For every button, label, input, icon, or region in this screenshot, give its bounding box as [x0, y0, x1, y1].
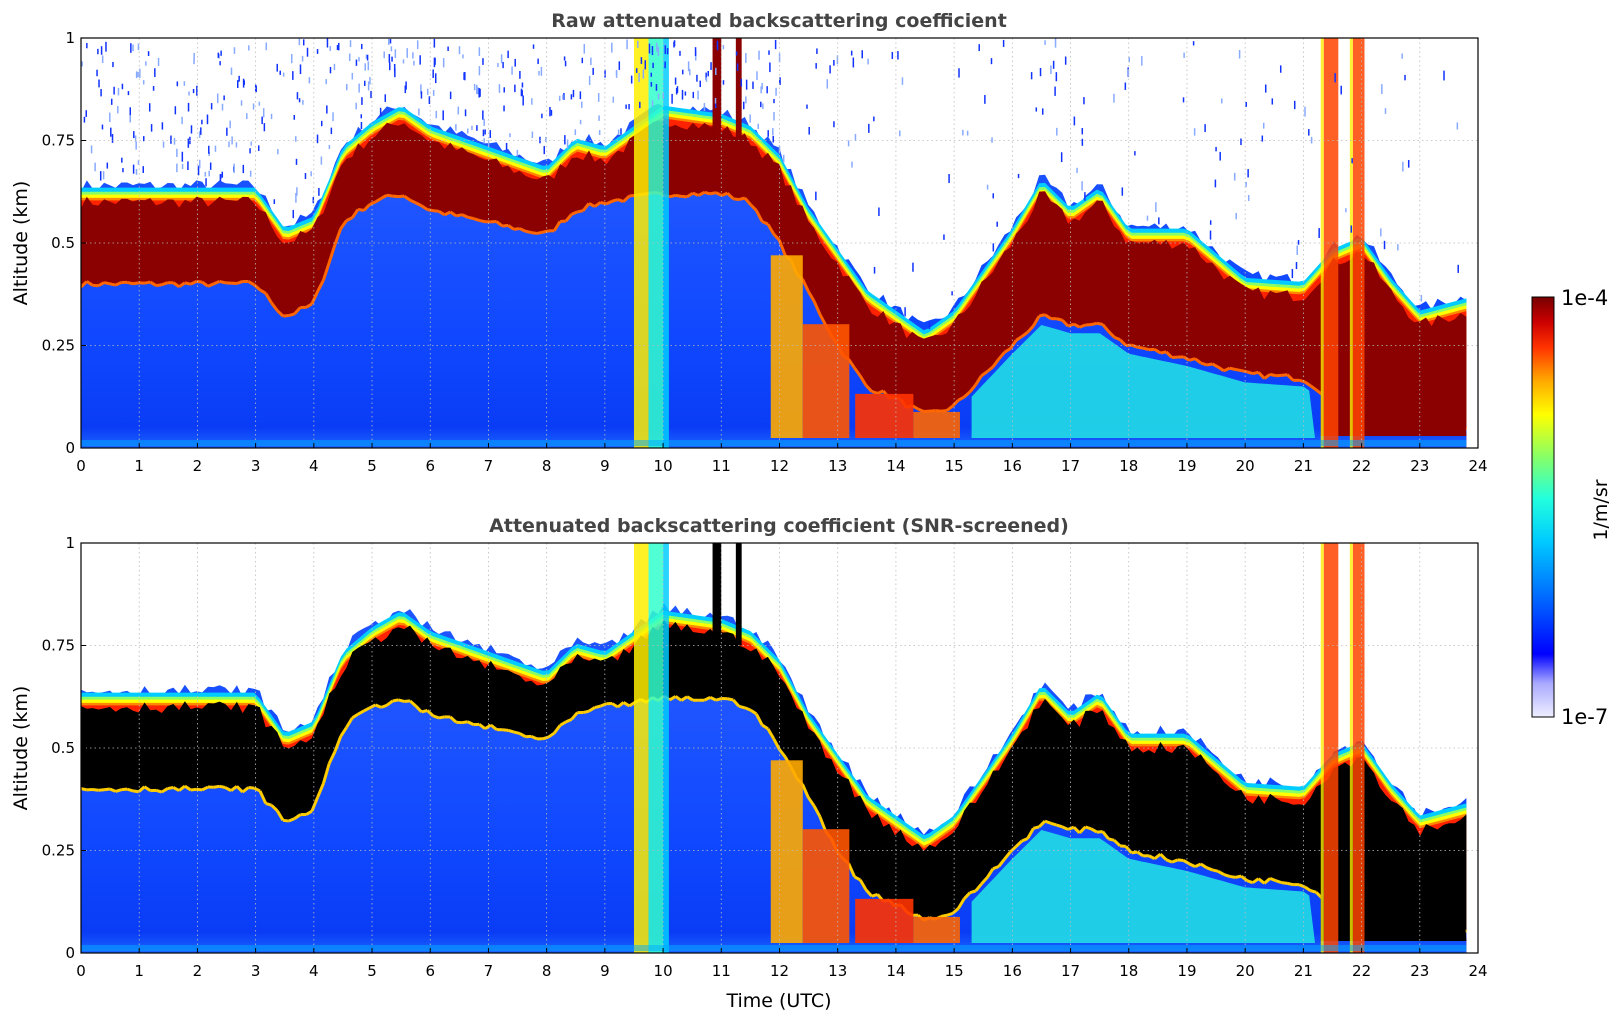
cloud-plume [663, 543, 669, 953]
aerosol-layer-core [81, 619, 1467, 939]
x-tick-label: 1 [134, 457, 144, 475]
x-tick-label: 19 [1177, 962, 1196, 980]
raw-heatmap-field [81, 38, 1478, 448]
colorbar-max-label: 1e-4 [1561, 286, 1608, 310]
screened-y-ticks: 0 0.25 0.5 0.75 1 [42, 534, 86, 962]
screened-backscatter-panel: Attenuated backscattering coefficient (S… [10, 515, 1488, 1012]
x-tick-label: 13 [828, 457, 847, 475]
colorbar: 1e-4 1e-7 1/m/sr [1531, 286, 1612, 729]
y-tick-label: 0.25 [42, 337, 75, 355]
colorbar-unit-label: 1/m/sr [1590, 479, 1612, 540]
raw-panel-title: Raw attenuated backscattering coefficien… [551, 10, 1007, 32]
cloud-plume [1352, 543, 1365, 953]
x-tick-label: 2 [193, 962, 203, 980]
x-tick-label: 5 [367, 457, 377, 475]
cloud-plume [1352, 38, 1365, 448]
boundary-layer-dome [971, 325, 1316, 438]
x-tick-label: 24 [1468, 457, 1487, 475]
raw-y-ticks: 0 0.25 0.5 0.75 1 [42, 29, 86, 457]
x-tick-label: 17 [1061, 457, 1080, 475]
x-axis-label: Time (UTC) [725, 990, 831, 1012]
x-tick-label: 20 [1236, 457, 1255, 475]
boundary-layer-dome [971, 830, 1316, 943]
colorbar-min-label: 1e-7 [1561, 705, 1608, 729]
x-tick-label: 14 [886, 962, 905, 980]
y-tick-label: 0.75 [42, 637, 75, 655]
x-tick-label: 3 [251, 457, 261, 475]
x-tick-label: 9 [600, 457, 610, 475]
y-tick-label: 1 [65, 534, 75, 552]
x-tick-label: 14 [886, 457, 905, 475]
x-tick-label: 8 [542, 962, 552, 980]
x-tick-label: 10 [654, 457, 673, 475]
x-tick-label: 9 [600, 962, 610, 980]
cloud-plume [1323, 543, 1339, 953]
y-tick-label: 0 [65, 439, 75, 457]
x-tick-label: 16 [1003, 457, 1022, 475]
y-tick-label: 0 [65, 944, 75, 962]
x-tick-label: 5 [367, 962, 377, 980]
y-tick-label: 1 [65, 29, 75, 47]
x-tick-label: 6 [425, 457, 435, 475]
x-tick-label: 20 [1236, 962, 1255, 980]
x-tick-label: 4 [309, 962, 319, 980]
x-tick-label: 10 [654, 962, 673, 980]
x-tick-label: 3 [251, 962, 261, 980]
x-tick-label: 23 [1410, 962, 1429, 980]
y-tick-label: 0.5 [51, 739, 75, 757]
raw-x-ticks: 0 1 2 3 4 5 6 7 8 9 10 11 12 13 14 15 16 17 18 19 20 21 22 23 24 [76, 443, 1488, 475]
x-tick-label: 11 [712, 962, 731, 980]
aerosol-layer-core [81, 120, 1467, 432]
cloud-plume [633, 543, 649, 953]
x-tick-label: 21 [1294, 962, 1313, 980]
x-tick-label: 23 [1410, 457, 1429, 475]
colorbar-gradient [1531, 296, 1555, 718]
x-tick-label: 15 [945, 457, 964, 475]
x-tick-label: 22 [1352, 962, 1371, 980]
raw-backscatter-panel: Raw attenuated backscattering coefficien… [10, 10, 1488, 475]
x-tick-label: 18 [1119, 457, 1138, 475]
cloud-plume [633, 38, 649, 448]
x-tick-label: 7 [484, 962, 494, 980]
x-tick-label: 17 [1061, 962, 1080, 980]
x-tick-label: 1 [134, 962, 144, 980]
cloud-plume [663, 38, 669, 448]
x-tick-label: 19 [1177, 457, 1196, 475]
x-tick-label: 4 [309, 457, 319, 475]
x-tick-label: 8 [542, 457, 552, 475]
x-tick-label: 0 [76, 457, 86, 475]
x-tick-label: 21 [1294, 457, 1313, 475]
x-tick-label: 16 [1003, 962, 1022, 980]
screened-y-axis-label: Altitude (km) [10, 686, 32, 811]
cloud-plume [648, 543, 664, 953]
x-tick-label: 12 [770, 457, 789, 475]
x-tick-label: 7 [484, 457, 494, 475]
y-tick-label: 0.5 [51, 234, 75, 252]
y-tick-label: 0.25 [42, 842, 75, 860]
x-tick-label: 13 [828, 962, 847, 980]
cloud-plume [648, 38, 664, 448]
cloud-plume [1323, 38, 1339, 448]
x-tick-label: 18 [1119, 962, 1138, 980]
x-tick-label: 24 [1468, 962, 1487, 980]
x-tick-label: 22 [1352, 457, 1371, 475]
screened-x-ticks: 0 1 2 3 4 5 6 7 8 9 10 11 12 13 14 15 16 17 18 19 20 21 22 23 24 [76, 948, 1488, 980]
x-tick-label: 6 [425, 962, 435, 980]
raw-y-axis-label: Altitude (km) [10, 181, 32, 306]
x-tick-label: 12 [770, 962, 789, 980]
y-tick-label: 0.75 [42, 132, 75, 150]
x-tick-label: 15 [945, 962, 964, 980]
x-tick-label: 2 [193, 457, 203, 475]
x-tick-label: 11 [712, 457, 731, 475]
x-tick-label: 0 [76, 962, 86, 980]
screened-panel-title: Attenuated backscattering coefficient (S… [489, 515, 1069, 537]
